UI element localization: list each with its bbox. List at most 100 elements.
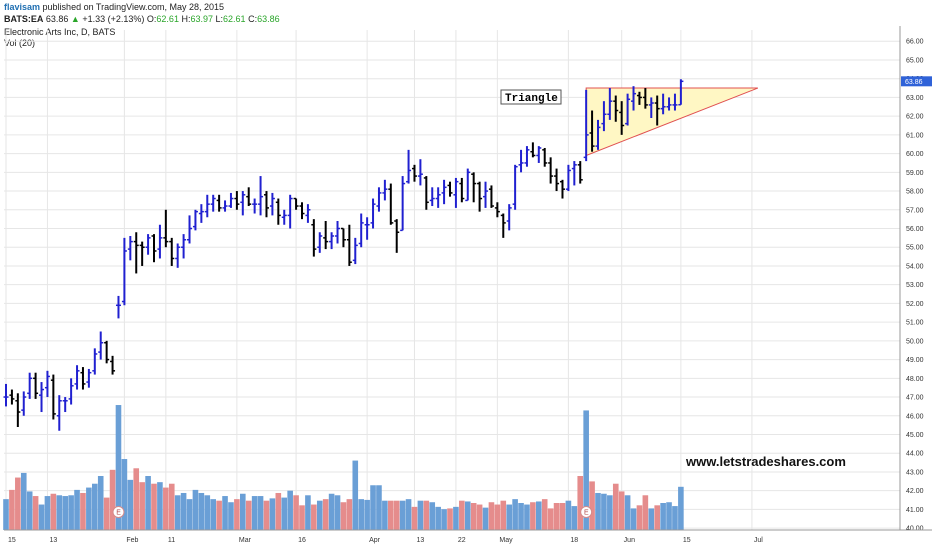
volume-bar — [429, 502, 436, 530]
ohlc-bar — [512, 164, 518, 210]
ohlc-bar — [678, 79, 684, 106]
ohlc-bar — [453, 177, 459, 208]
volume-bar — [281, 497, 288, 530]
ohlc-bar — [364, 217, 370, 240]
y-tick-label: 47.00 — [906, 395, 924, 402]
volume-bar — [240, 493, 246, 530]
x-tick-label: Apr — [369, 537, 381, 544]
volume-bar — [263, 500, 270, 530]
x-tick-label: 15 — [8, 537, 16, 544]
ohlc-bar — [565, 164, 571, 192]
ohlc-bar — [27, 372, 33, 399]
close-value: 63.86 — [257, 14, 280, 24]
ohlc-bar — [169, 237, 175, 266]
volume-bar — [127, 479, 134, 530]
volume-bar — [364, 499, 370, 530]
volume-bar — [228, 502, 234, 530]
price-bars — [3, 79, 684, 431]
volume-bar — [470, 503, 477, 530]
volume-bar — [500, 500, 507, 530]
ohlc-bar — [631, 86, 637, 111]
y-tick-label: 56.00 — [906, 226, 924, 233]
open-value: 62.61 — [156, 14, 179, 24]
y-tick-label: 46.00 — [906, 413, 924, 420]
ohlc-bar — [151, 234, 157, 263]
volume-bar — [334, 495, 341, 530]
ohlc-bar — [518, 149, 524, 173]
volume-bar — [612, 483, 619, 530]
ohlc-bar — [619, 101, 625, 135]
earnings-marker-label: E — [116, 510, 121, 517]
axes: 40.00 41.00 42.00 43.00 44.00 45.00 46.00 47.00… — [4, 26, 932, 544]
volume-bar — [618, 491, 625, 530]
ohlc-bar — [127, 235, 133, 261]
ohlc-bar — [269, 192, 275, 216]
ohlc-bar — [133, 232, 139, 274]
volume-bar — [441, 509, 447, 530]
volume-bar — [595, 492, 601, 530]
volume-bar — [15, 477, 21, 530]
volume-bar — [654, 505, 660, 530]
volume-bar — [340, 502, 347, 530]
volume-bar — [157, 482, 163, 530]
ohlc-bar — [222, 200, 228, 212]
ohlc-bar — [305, 204, 311, 223]
volume-bar — [204, 495, 211, 530]
y-tick-label: 41.00 — [906, 507, 924, 514]
volume-bar — [275, 492, 282, 530]
ohlc-bar — [648, 97, 654, 119]
volume-bar — [115, 405, 122, 530]
y-tick-label: 58.00 — [906, 189, 924, 196]
ohlc-bar — [92, 348, 98, 375]
y-tick-label: 59.00 — [906, 170, 924, 177]
y-tick-label: 54.00 — [906, 263, 924, 270]
high-value: 63.97 — [190, 14, 213, 24]
y-tick-label: 40.00 — [906, 526, 924, 533]
ohlc-bar — [3, 383, 9, 407]
ohlc-bar — [50, 374, 56, 420]
volume-bar — [630, 508, 637, 530]
volume-bar — [405, 499, 412, 530]
y-tick-label: 44.00 — [906, 451, 924, 458]
ohlc-bar — [654, 95, 660, 126]
volume-bar — [210, 499, 216, 530]
x-tick-label: 13 — [416, 537, 424, 544]
y-tick-label: 52.00 — [906, 301, 924, 308]
volume-bar — [660, 503, 666, 530]
y-tick-label: 42.00 — [906, 488, 924, 495]
ohlc-bar — [352, 237, 358, 265]
volume-bar — [459, 500, 465, 530]
volume-bar — [103, 497, 110, 530]
ohlc-bar — [329, 232, 335, 250]
ohlc-bar — [252, 198, 258, 214]
volume-bar — [151, 483, 157, 530]
ohlc-bar — [400, 176, 406, 232]
triangle-pattern[interactable] — [585, 87, 759, 157]
earnings-marker-icon — [112, 506, 125, 518]
ohlc-bar — [666, 97, 672, 111]
author-link[interactable]: flavisam — [4, 2, 41, 12]
ohlc-bar — [589, 110, 595, 152]
volume-bar — [524, 504, 530, 530]
ohlc-bar — [571, 161, 577, 186]
volume-bar — [553, 503, 560, 530]
ohlc-bar — [524, 146, 530, 167]
ohlc-bar — [506, 204, 512, 231]
volume-bar — [624, 495, 631, 530]
volume-bar — [346, 499, 353, 530]
ohlc-bar — [429, 187, 435, 207]
y-tick-label: 53.00 — [906, 282, 924, 289]
ohlc-bar — [672, 93, 678, 111]
chart-title: Electronic Arts Inc, D, BATS — [4, 27, 116, 37]
ohlc-bar — [394, 219, 400, 253]
y-tick-label: 62.00 — [906, 114, 924, 121]
ohlc-bar — [636, 91, 642, 105]
volume-bar — [352, 460, 359, 530]
volume-bar — [109, 469, 116, 530]
volume-bar — [80, 492, 86, 530]
volume-bar — [86, 487, 92, 530]
volume-bar — [589, 481, 595, 530]
volume-bar — [678, 486, 684, 530]
volume-bar — [32, 496, 39, 530]
